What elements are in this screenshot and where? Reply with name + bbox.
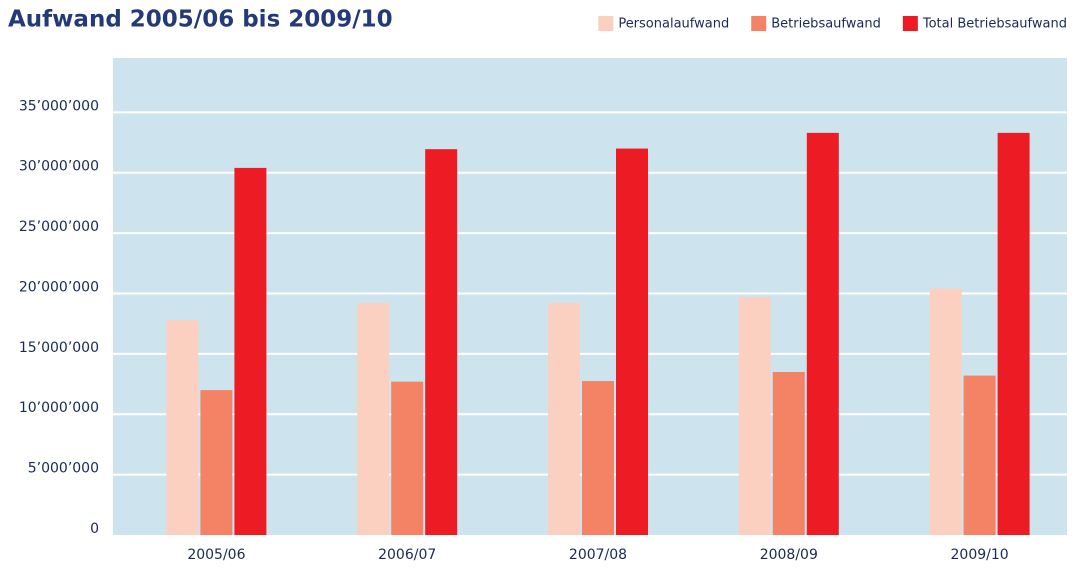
chart-title: Aufwand 2005/06 bis 2009/10 <box>8 7 393 33</box>
bar <box>806 132 839 535</box>
bar <box>234 167 267 535</box>
bar <box>425 149 458 536</box>
bar <box>929 288 962 535</box>
bar <box>997 132 1030 535</box>
y-tick-label: 0 <box>90 521 99 537</box>
legend-label: Total Betriebsaufwand <box>922 17 1067 32</box>
bar <box>582 381 614 535</box>
y-tick-label: 30’000’000 <box>19 159 99 175</box>
legend-label: Betriebsaufwand <box>771 17 881 32</box>
bar <box>200 390 233 535</box>
legend: Personalaufwand Betriebsaufwand Total Betr… <box>598 16 1067 32</box>
x-tick-label: 2007/08 <box>569 547 627 563</box>
bar <box>166 320 199 535</box>
legend-label: Personalaufwand <box>618 17 729 32</box>
x-tick-label: 2005/06 <box>187 547 245 563</box>
x-tick-label: 2009/10 <box>951 547 1009 563</box>
y-tick-label: 20’000’000 <box>19 279 99 295</box>
y-tick-label: 5’000’000 <box>28 461 99 477</box>
legend-swatch <box>751 16 767 31</box>
bar <box>548 303 580 535</box>
legend-swatch <box>902 16 918 31</box>
bar <box>391 381 424 535</box>
legend-swatch <box>598 16 614 31</box>
x-tick-label: 2006/07 <box>378 547 436 563</box>
bar <box>772 371 805 535</box>
y-tick-label: 35’000’000 <box>19 98 99 114</box>
bar <box>357 303 390 535</box>
y-tick-label: 10’000’000 <box>19 400 99 416</box>
bar <box>616 148 648 535</box>
y-tick-label: 25’000’000 <box>19 219 99 235</box>
y-tick-label: 15’000’000 <box>19 340 99 356</box>
x-tick-label: 2008/09 <box>760 547 818 563</box>
bar <box>738 297 771 535</box>
bar <box>963 375 996 535</box>
